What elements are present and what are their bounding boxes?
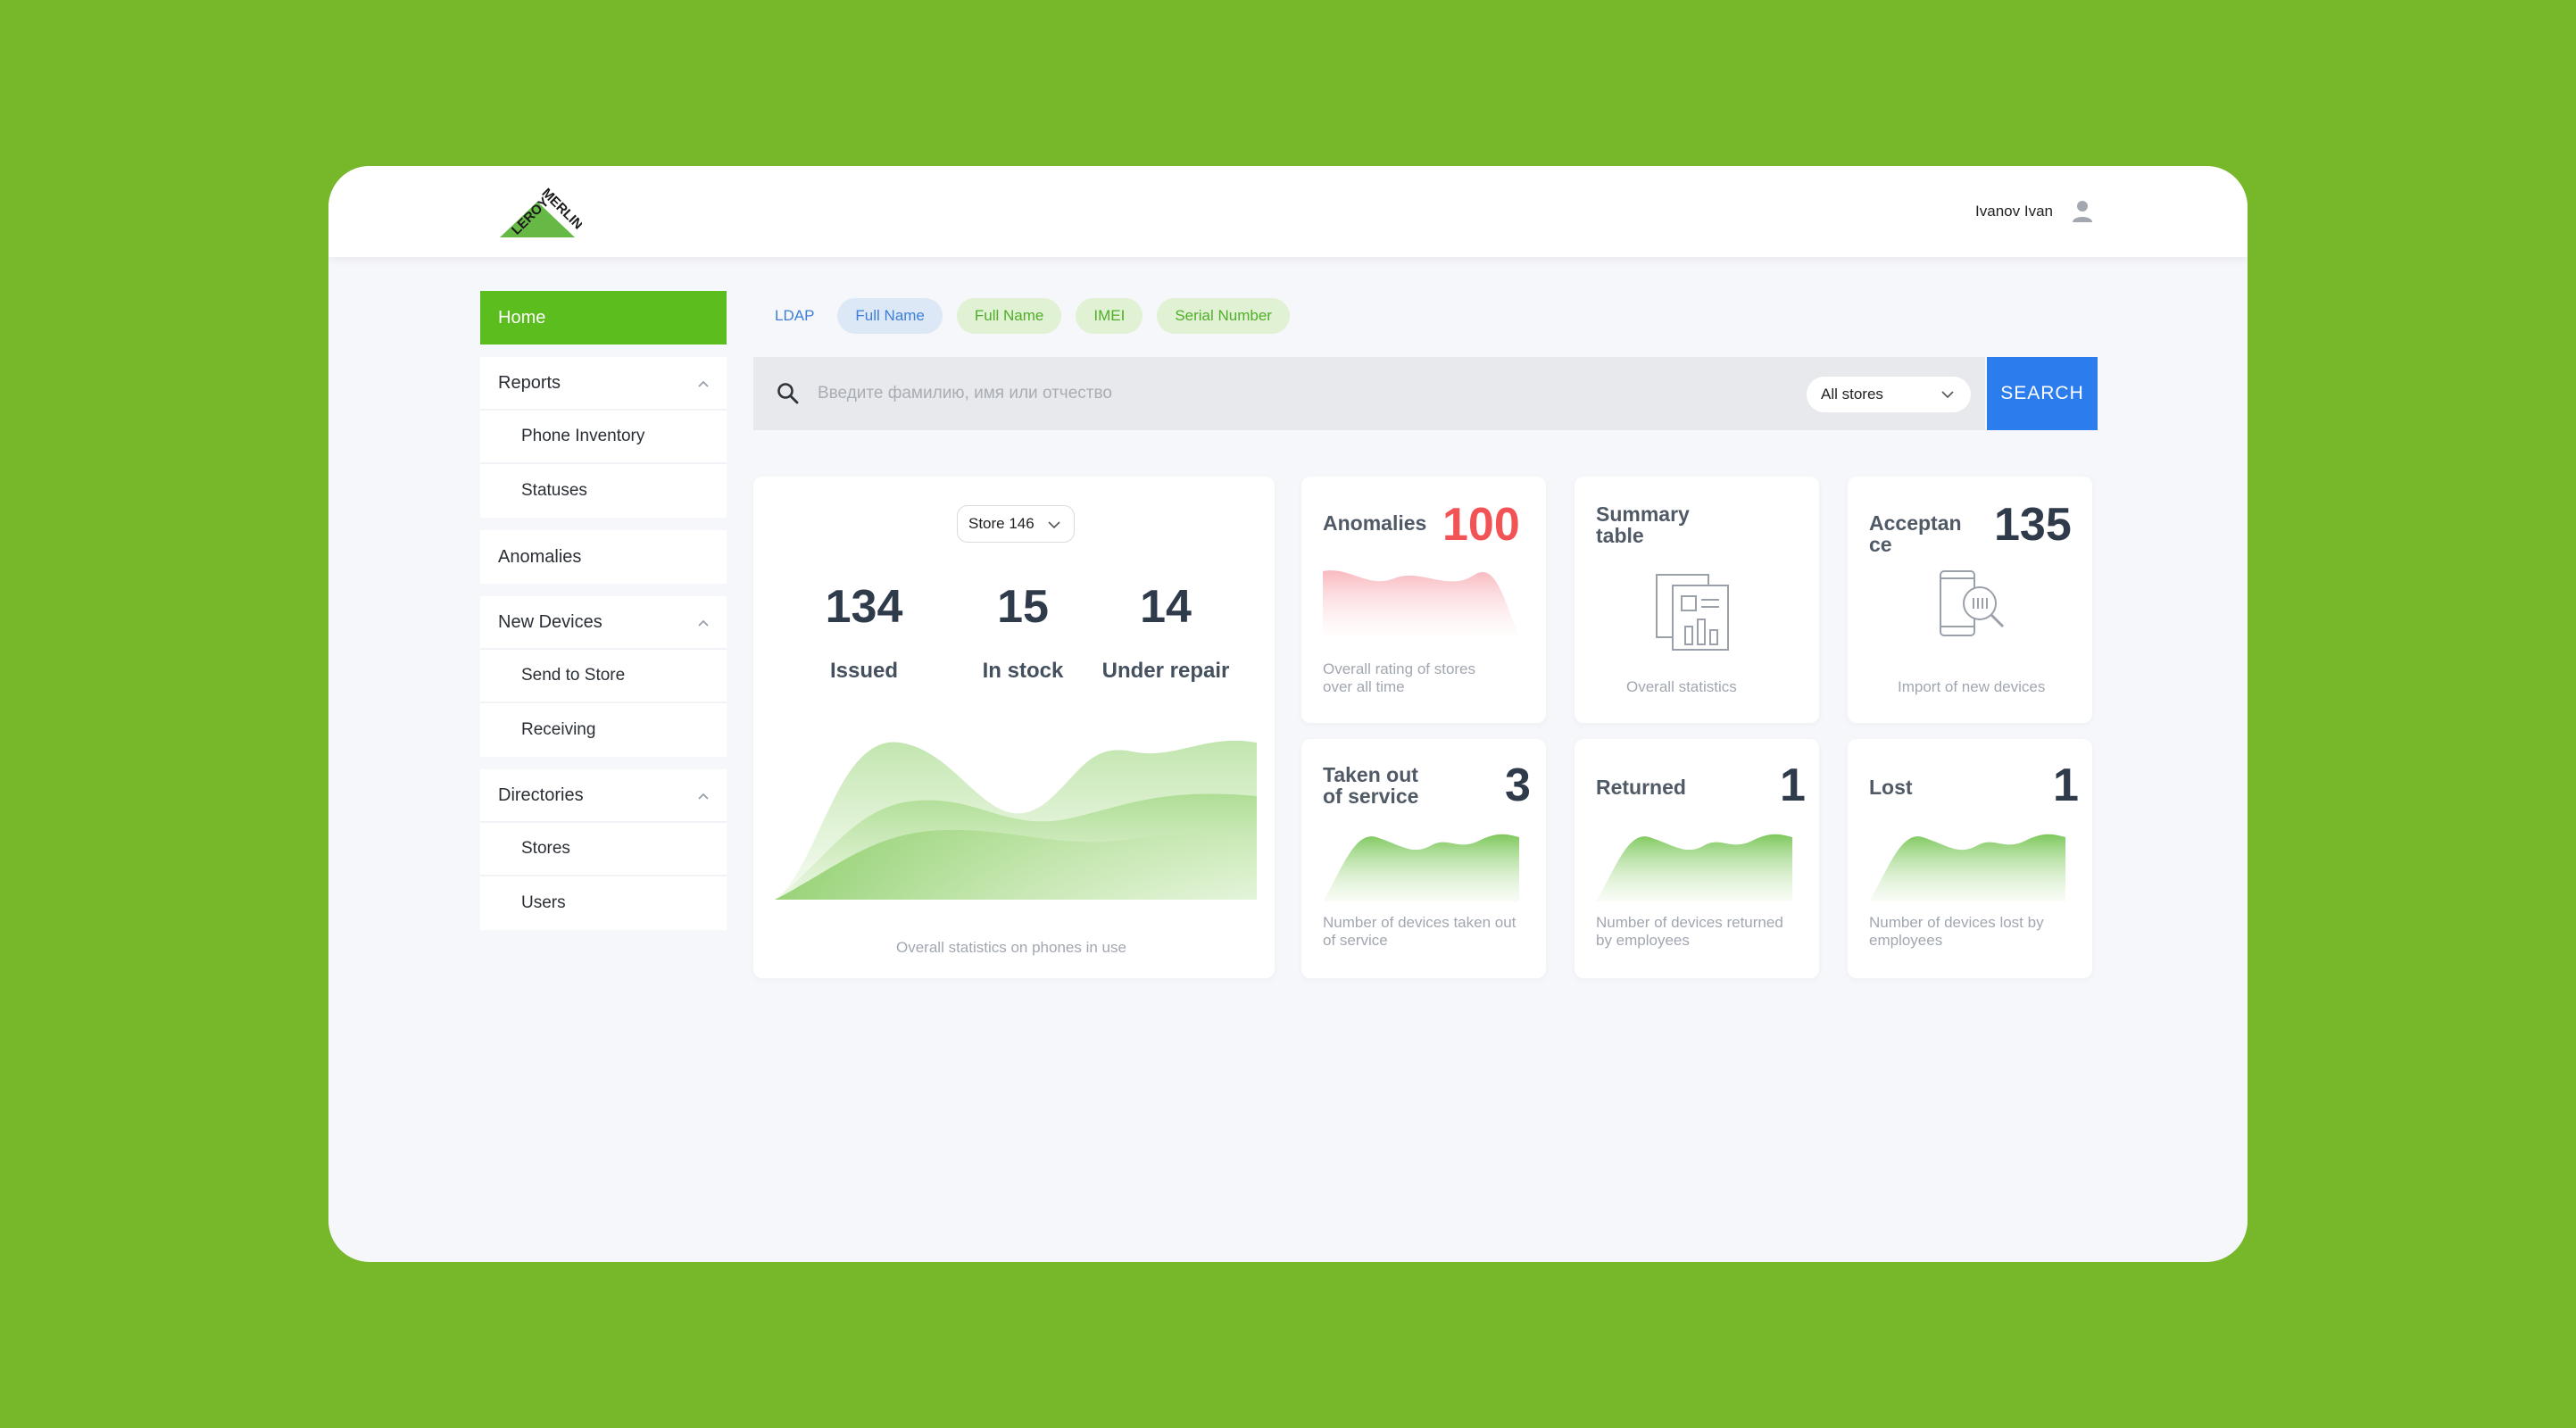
card-title: Anomalies: [1323, 511, 1427, 535]
sidebar-item-label: New Devices: [498, 611, 602, 632]
sidebar-item-stores[interactable]: Stores: [480, 823, 727, 876]
stat-label: Issued: [829, 659, 899, 683]
phones-in-use-area-chart: [775, 740, 1257, 900]
sidebar-item-users[interactable]: Users: [521, 893, 566, 912]
area-series-3: [775, 829, 1257, 900]
sidebar-item-statuses[interactable]: Statuses: [521, 481, 587, 500]
card-caption: Import of new devices: [1898, 678, 2046, 695]
sidebar-item-label: Reports: [498, 372, 561, 393]
sidebar-group-new-devices: New Devices Send to Store Receiving: [480, 596, 727, 757]
sidebar-group-anomalies: Anomalies: [480, 530, 727, 584]
card-title: Returned: [1596, 776, 1686, 799]
user-name: Ivanov Ivan: [1975, 203, 2053, 220]
card-title: Acceptance: [1869, 511, 1962, 556]
filter-chip-full-name[interactable]: Full Name: [956, 298, 1062, 334]
card-caption: Number of devices lost by employees: [1869, 914, 2044, 949]
search-icon: [777, 383, 799, 404]
store-overview-card: Store 146 134 Issued 15 In stock 14 Unde…: [753, 477, 1275, 978]
stat-in-stock: 15 In stock: [943, 580, 1103, 684]
taken-out-of-service-card[interactable]: Taken out of service 3 Number of devices…: [1301, 739, 1546, 978]
card-caption: Number of devices returned by employees: [1596, 914, 1783, 949]
store-dropdown-value: Store 146: [968, 515, 1035, 532]
store-select-dropdown[interactable]: All stores: [1807, 377, 1971, 412]
filter-chip-imei[interactable]: IMEI: [1076, 298, 1143, 334]
stat-under-repair: 14 Under repair: [1093, 580, 1239, 684]
stat-label: Under repair: [1101, 659, 1230, 683]
card-title: Summary table: [1596, 502, 1690, 547]
card-title: Taken out of service: [1323, 763, 1419, 808]
sidebar-item-send-to-store[interactable]: Send to Store: [480, 650, 727, 703]
search-filter-chips: LDAP Full Name Full Name IMEI Serial Num…: [766, 298, 1290, 334]
returned-card[interactable]: Returned 1 Number of devices returned by…: [1575, 739, 1819, 978]
summary-table-card[interactable]: Summary table Overall statistics: [1575, 477, 1819, 723]
phone-search-icon: [1940, 570, 2005, 636]
sidebar-item-reports[interactable]: Reports: [480, 357, 727, 411]
search-input[interactable]: [818, 357, 1799, 430]
taken-out-area-chart: [1323, 834, 1519, 901]
card-title: Lost: [1869, 776, 1913, 799]
chevron-up-icon: [698, 380, 709, 387]
stat-value: 134: [825, 581, 903, 633]
sidebar-item-anomalies[interactable]: Anomalies: [498, 546, 582, 567]
card-value: 3: [1505, 760, 1531, 811]
app-window: LEROY MERLIN Ivanov Ivan Home Reports Ph…: [328, 166, 2248, 1262]
anomalies-card[interactable]: Anomalies 100 Overall rating of stores o…: [1301, 477, 1546, 723]
sidebar-item-home[interactable]: Home: [480, 291, 727, 345]
card-value: 100: [1442, 499, 1520, 551]
acceptance-card[interactable]: Acceptance 135 Import of new devices: [1848, 477, 2092, 723]
anomalies-area-chart: [1323, 570, 1519, 635]
user-icon: [2073, 201, 2092, 222]
chevron-down-icon: [1941, 391, 1954, 399]
card-value: 135: [1994, 499, 2072, 551]
sidebar-group-reports: Reports Phone Inventory Statuses: [480, 357, 727, 518]
card-caption: Overall rating of stores over all time: [1323, 660, 1476, 695]
sidebar: Home Reports Phone Inventory Statuses An…: [480, 291, 727, 942]
sidebar-item-phone-inventory[interactable]: Phone Inventory: [480, 411, 727, 464]
filter-chip-ldap[interactable]: LDAP: [775, 307, 815, 324]
card-value: 1: [1780, 760, 1806, 811]
chevron-down-icon: [1048, 521, 1060, 529]
chevron-up-icon: [698, 619, 709, 627]
overview-caption: Overall statistics on phones in use: [896, 939, 1126, 956]
sidebar-item-receiving[interactable]: Receiving: [521, 720, 596, 739]
sidebar-item-directories[interactable]: Directories: [480, 769, 727, 823]
stat-label: In stock: [982, 659, 1064, 683]
document-report-icon: [1656, 574, 1729, 651]
chevron-up-icon: [698, 793, 709, 800]
lost-card[interactable]: Lost 1 Number of devices lost by employe…: [1848, 739, 2092, 978]
filter-chip-full-name-active[interactable]: Full Name: [837, 298, 943, 334]
leroy-merlin-logo[interactable]: LEROY MERLIN: [493, 182, 586, 245]
top-bar: LEROY MERLIN Ivanov Ivan: [328, 166, 2248, 257]
returned-area-chart: [1596, 834, 1792, 901]
filter-chip-serial-number[interactable]: Serial Number: [1157, 298, 1290, 334]
lost-area-chart: [1869, 834, 2065, 901]
sidebar-item-new-devices[interactable]: New Devices: [480, 596, 727, 650]
stat-value: 15: [997, 581, 1049, 633]
user-menu[interactable]: Ivanov Ivan: [1975, 198, 2096, 225]
store-select-value: All stores: [1821, 386, 1883, 403]
card-value: 1: [2053, 760, 2079, 811]
sidebar-group-directories: Directories Stores Users: [480, 769, 727, 930]
card-caption: Number of devices taken out of service: [1323, 914, 1517, 949]
search-button[interactable]: SEARCH: [1987, 357, 2098, 430]
search-bar: All stores: [753, 357, 1985, 430]
stat-value: 14: [1140, 581, 1192, 633]
stat-issued: 134 Issued: [784, 580, 944, 684]
store-dropdown[interactable]: Store 146: [957, 505, 1075, 543]
sidebar-item-label: Directories: [498, 785, 584, 805]
card-caption: Overall statistics: [1626, 678, 1737, 695]
